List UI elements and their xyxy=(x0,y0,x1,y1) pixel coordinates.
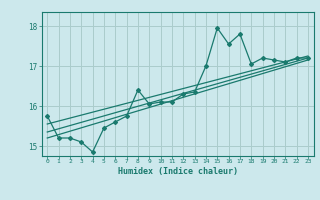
X-axis label: Humidex (Indice chaleur): Humidex (Indice chaleur) xyxy=(118,167,237,176)
